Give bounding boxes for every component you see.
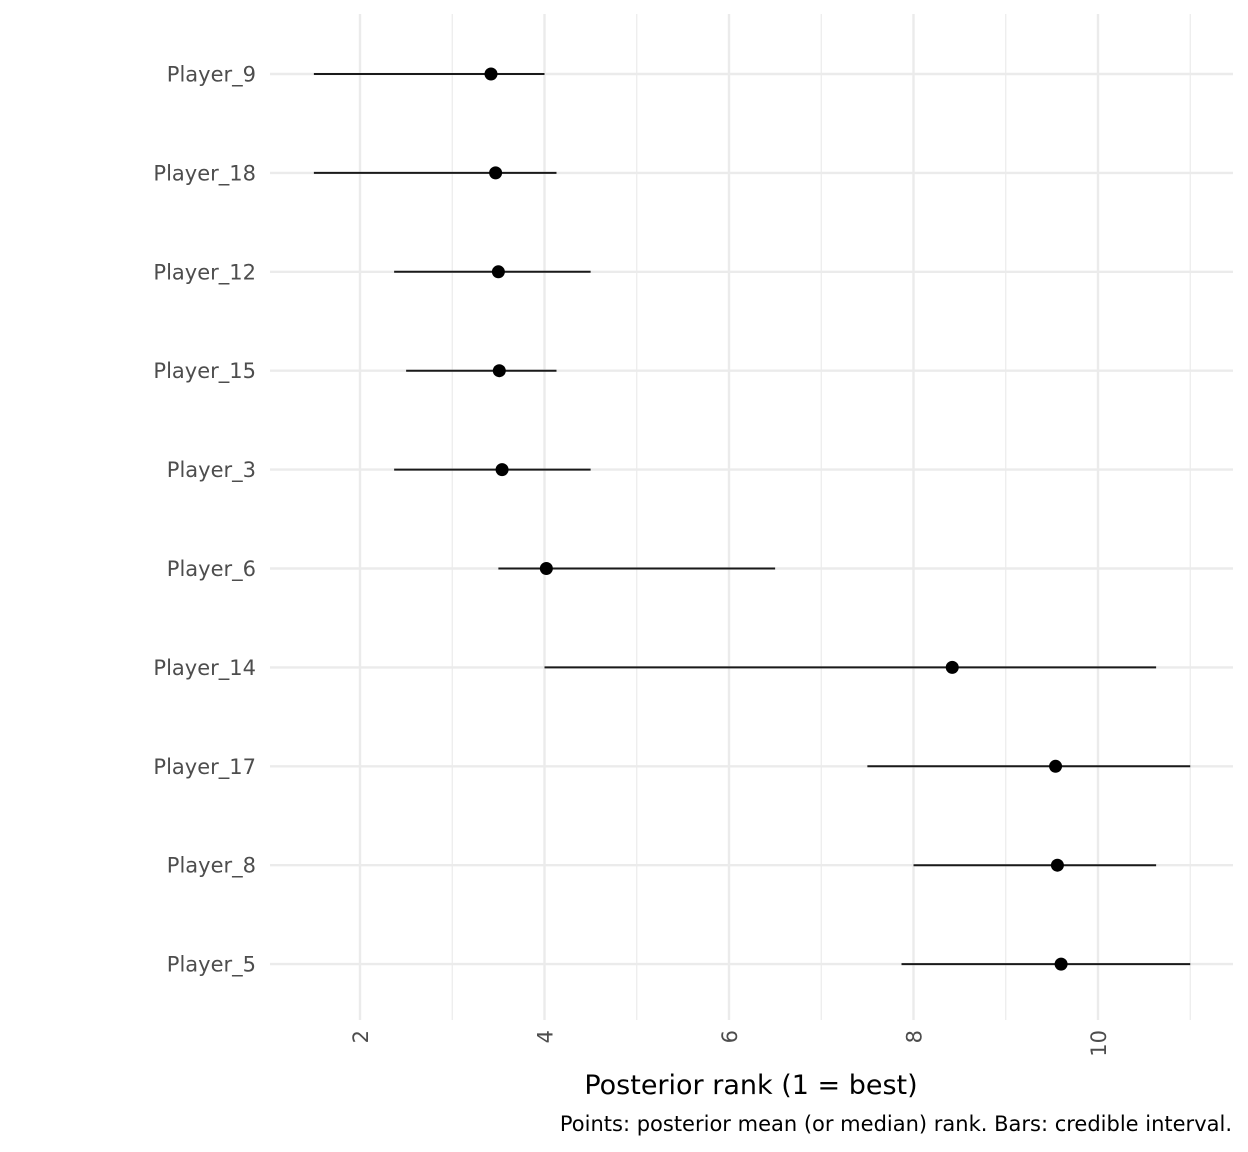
x-axis-title: Posterior rank (1 = best): [584, 1070, 917, 1101]
estimate-point: [1049, 759, 1063, 773]
estimate-point: [495, 463, 509, 477]
estimate-point: [484, 67, 498, 81]
major-gridlines: [270, 14, 1233, 1020]
y-axis-label: Player_12: [153, 260, 256, 285]
minor-gridlines: [451, 14, 1191, 1020]
credible-intervals: [313, 73, 1191, 966]
x-axis-tick-label: 8: [903, 1030, 927, 1043]
estimate-point: [492, 364, 506, 378]
y-axis-label: Player_8: [167, 854, 256, 879]
estimate-point: [539, 562, 553, 575]
y-axis-label: Player_9: [167, 63, 256, 88]
estimate-point: [1054, 957, 1068, 971]
x-axis-tick-label: 6: [718, 1030, 742, 1043]
estimate-point: [945, 660, 959, 674]
estimate-point: [491, 265, 505, 279]
chart-caption: Points: posterior mean (or median) rank.…: [560, 1112, 1232, 1136]
y-axis-label: Player_3: [167, 458, 256, 483]
y-axis-labels: Player_9 Player_18 Player_12 Player_15 Playe…: [153, 63, 256, 978]
y-axis-label: Player_6: [167, 557, 256, 582]
y-axis-label: Player_17: [153, 755, 256, 780]
estimate-point: [489, 166, 503, 180]
x-axis-tick-label: 4: [534, 1030, 558, 1043]
estimate-point: [1050, 858, 1064, 872]
x-axis-tick-label: 10: [1087, 1030, 1111, 1057]
estimate-points: [484, 67, 1068, 971]
x-axis-tick-labels: 2 4 6 8 10: [349, 1030, 1111, 1057]
x-axis-tick-label: 2: [349, 1030, 373, 1043]
y-axis-label: Player_5: [167, 953, 256, 978]
y-axis-label: Player_18: [153, 161, 256, 186]
y-axis-label: Player_14: [153, 656, 256, 681]
y-axis-label: Player_15: [153, 359, 256, 384]
